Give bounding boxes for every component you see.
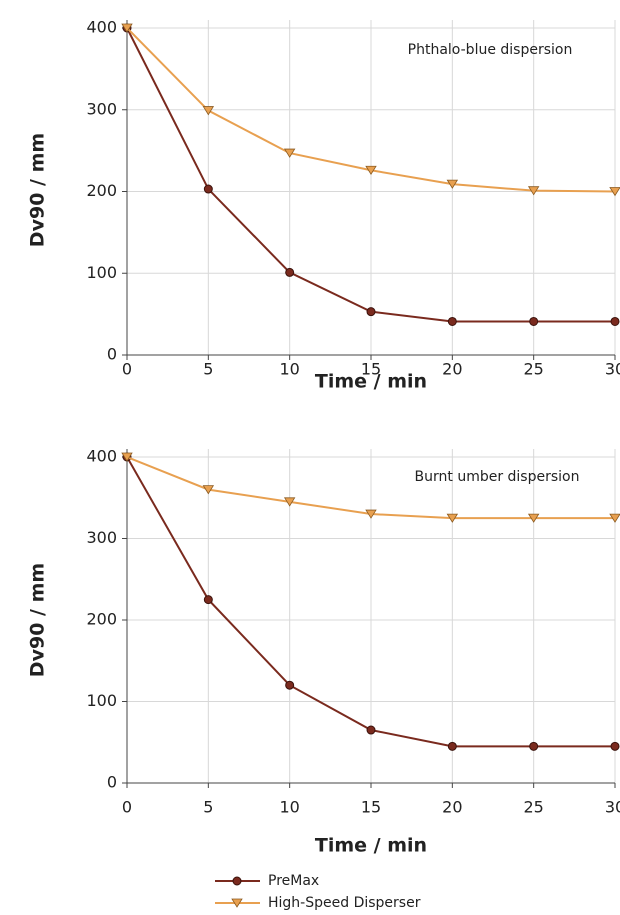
x-tick-label: 15 — [361, 798, 381, 817]
legend-label: PreMax — [268, 873, 319, 889]
y-tick-label: 200 — [86, 181, 117, 200]
marker — [285, 680, 295, 690]
x-tick-label: 5 — [203, 360, 213, 379]
marker — [529, 316, 539, 326]
y-tick-label: 100 — [86, 263, 117, 282]
x-tick-label: 30 — [605, 798, 620, 817]
y-axis-label: Dv90 / mm — [27, 133, 49, 247]
marker — [447, 741, 457, 751]
y-tick-label: 300 — [86, 99, 117, 118]
x-tick-label: 10 — [279, 360, 299, 379]
x-axis-label: Time / min — [315, 371, 427, 393]
marker — [609, 187, 620, 197]
annotation: Burnt umber dispersion — [415, 469, 580, 485]
x-tick-label: 20 — [442, 798, 462, 817]
marker — [446, 179, 459, 189]
y-tick-label: 100 — [86, 691, 117, 710]
marker — [529, 741, 539, 751]
y-tick-label: 0 — [107, 773, 117, 792]
marker — [365, 165, 377, 175]
marker — [283, 148, 296, 158]
marker — [203, 595, 213, 605]
x-tick-label: 0 — [122, 360, 132, 379]
x-tick-label: 15 — [361, 360, 381, 379]
y-tick-label: 200 — [86, 610, 117, 629]
marker — [610, 316, 620, 326]
x-tick-label: 10 — [279, 798, 299, 817]
y-tick-label: 0 — [107, 345, 117, 364]
y-tick-label: 300 — [86, 528, 117, 547]
x-tick-label: 5 — [203, 798, 213, 817]
marker — [232, 876, 242, 886]
marker — [447, 316, 457, 326]
marker — [610, 741, 620, 751]
marker — [203, 184, 213, 194]
marker — [527, 186, 540, 196]
x-tick-label: 25 — [523, 360, 543, 379]
marker — [527, 513, 540, 523]
marker — [202, 106, 215, 116]
marker — [231, 898, 243, 908]
x-tick-label: 20 — [442, 360, 462, 379]
marker — [365, 509, 377, 519]
y-axis-label: Dv90 / mm — [27, 563, 49, 677]
marker — [366, 307, 376, 317]
marker — [121, 23, 133, 33]
y-tick-label: 400 — [86, 447, 117, 466]
marker — [609, 513, 620, 523]
y-tick-label: 400 — [86, 18, 117, 37]
x-tick-label: 0 — [122, 798, 132, 817]
marker — [285, 267, 295, 277]
legend-label: High-Speed Disperser — [268, 895, 421, 911]
marker — [283, 497, 296, 507]
x-tick-label: 30 — [605, 360, 620, 379]
marker — [446, 513, 459, 523]
annotation: Phthalo-blue dispersion — [408, 42, 573, 58]
x-tick-label: 25 — [523, 798, 543, 817]
marker — [121, 452, 133, 462]
marker — [366, 725, 376, 735]
x-axis-label: Time / min — [315, 835, 427, 857]
marker — [202, 485, 215, 495]
